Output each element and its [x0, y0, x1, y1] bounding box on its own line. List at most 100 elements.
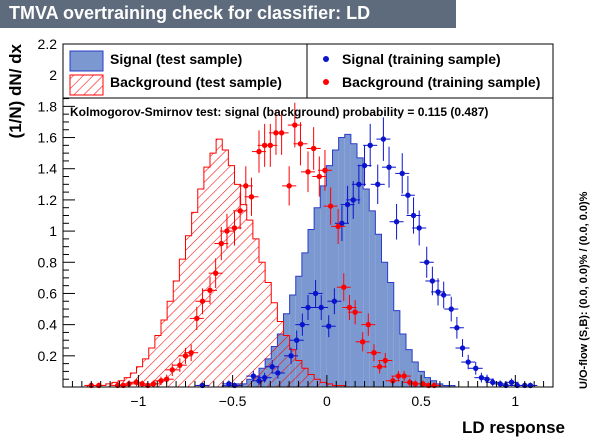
y-tick-label: 0.2: [38, 348, 58, 364]
histogram-bin: [289, 295, 296, 387]
data-point: [335, 223, 341, 230]
histogram-bin: [320, 382, 327, 387]
histogram-bin: [387, 282, 394, 387]
data-point: [199, 298, 206, 304]
data-point: [212, 270, 219, 276]
histogram-bin: [222, 150, 229, 387]
histogram-bin: [406, 349, 413, 387]
histogram-bin: [105, 383, 112, 387]
histogram-bin: [167, 301, 174, 387]
y-tick-label: 1: [49, 223, 57, 239]
x-tick-label: 0.5: [411, 393, 431, 409]
data-point: [188, 350, 194, 356]
data-point: [454, 325, 460, 331]
data-point: [401, 373, 407, 379]
data-point: [410, 212, 417, 219]
axis-labels: Kolmogorov-Smirnov test: signal (backgro…: [6, 43, 590, 437]
data-point: [177, 362, 183, 368]
histogram-bin: [448, 385, 455, 387]
histogram-bin: [112, 382, 119, 387]
data-point: [288, 353, 294, 359]
histogram-bin: [173, 280, 180, 387]
y-tick-label: 0.6: [38, 285, 58, 301]
data-point: [326, 323, 332, 329]
histogram-bin: [240, 204, 247, 387]
legend-label-background-train: Background (training sample): [342, 74, 540, 90]
data-point: [424, 259, 430, 265]
histogram-bin: [424, 377, 431, 387]
data-point: [508, 379, 515, 386]
histogram-bin: [350, 143, 357, 387]
data-point: [292, 122, 298, 128]
data-point: [344, 201, 351, 208]
histogram-bin: [301, 368, 308, 387]
histogram-bin: [369, 210, 376, 387]
y-tick-label: 1.2: [38, 192, 58, 208]
histogram-bin: [381, 262, 388, 387]
data-point: [310, 145, 317, 152]
histogram-bin: [191, 212, 198, 387]
data-point: [346, 304, 353, 311]
data-point: [305, 169, 311, 175]
data-point: [275, 370, 281, 376]
data-point: [435, 289, 441, 295]
histogram-bin: [154, 335, 161, 387]
histogram-bin: [179, 259, 186, 387]
histogram-bin: [283, 335, 290, 387]
histogram-bin: [442, 385, 449, 387]
data-point: [248, 194, 255, 200]
data-point: [267, 142, 274, 149]
histogram-bin: [338, 137, 345, 387]
y-tick-label: 0.4: [38, 317, 58, 333]
histogram-bin: [295, 360, 302, 387]
overflow-label: U/O-flow (S,B): (0.0, 0.0)% / (0.0, 0.0)…: [578, 191, 590, 389]
histogram-bin: [234, 184, 241, 387]
data-point: [371, 350, 377, 356]
histogram-bin: [136, 366, 143, 387]
histogram-bin: [228, 165, 235, 387]
ks-test-text: Kolmogorov-Smirnov test: signal (backgro…: [70, 105, 488, 119]
histogram-bin: [375, 234, 382, 387]
data-point: [375, 181, 381, 188]
histogram-bin: [308, 229, 315, 387]
data-point: [484, 376, 490, 382]
legend-swatch-signal-test: [69, 50, 104, 72]
legend-box: [62, 43, 554, 99]
data-point: [293, 337, 300, 343]
data-point: [386, 164, 392, 170]
data-point: [399, 170, 405, 177]
histogram-bin: [246, 220, 253, 387]
data-point: [448, 306, 454, 312]
histogram-bin: [295, 276, 302, 387]
x-tick-label: −1: [130, 393, 146, 409]
data-point: [163, 376, 170, 382]
data-point: [224, 228, 230, 234]
data-point: [231, 225, 238, 231]
data-point: [429, 278, 436, 284]
data-point: [256, 148, 262, 155]
histogram-bin: [265, 282, 272, 387]
data-point: [376, 364, 383, 370]
histogram-bin: [320, 185, 327, 387]
data-point: [352, 309, 358, 315]
data-point: [416, 225, 422, 231]
histogram-bin: [393, 310, 400, 387]
histogram-bin: [412, 362, 419, 387]
data-point: [243, 183, 249, 189]
data-point: [405, 192, 411, 198]
data-point: [390, 378, 396, 384]
data-point: [305, 304, 311, 311]
chart-title: TMVA overtraining check for classifier: …: [9, 3, 371, 23]
x-tick-label: 1: [511, 393, 519, 409]
histogram-bin: [277, 321, 284, 387]
data-point: [256, 378, 262, 384]
histogram-bin: [99, 385, 106, 387]
data-point: [367, 142, 373, 149]
histogram-bin: [357, 157, 364, 387]
data-point: [218, 240, 225, 247]
axes: −1 −0.5 0 0.5 1 0.2 0.4 0.6 0.8 1 1.2 1.4 1.6 1.8 2 2.2: [38, 36, 545, 409]
data-point: [269, 364, 275, 370]
data-point: [382, 357, 388, 364]
data-point: [393, 219, 400, 225]
